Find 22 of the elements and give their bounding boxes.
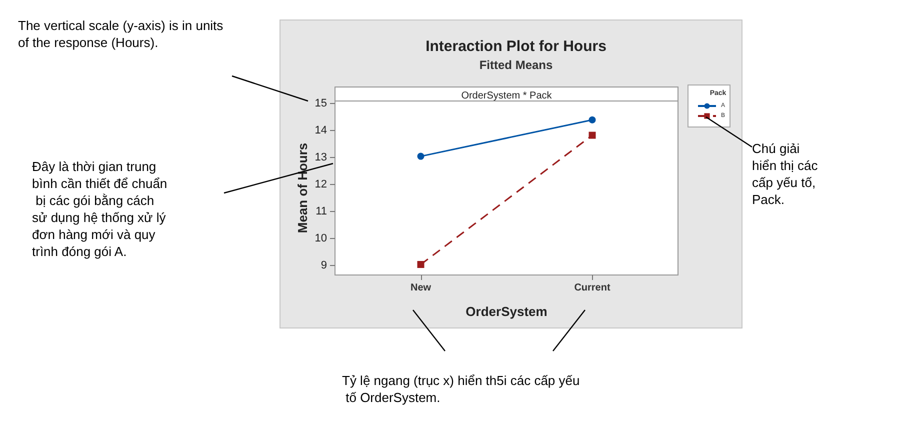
point (588, 116, 596, 124)
point (417, 260, 424, 268)
y-tick-label: 11 (316, 206, 327, 218)
y-tick-label: 13 (314, 152, 327, 164)
text: The vertical scale (y-axis) is in units of the response (Hours). (18, 18, 227, 50)
chart-title: Interaction Plot for Hours (426, 38, 606, 55)
x-tick-label: New (410, 282, 432, 294)
text: Đây là thời gian trung bình cần thiết để chuẩn bị các gói bằng cách sử dụng hệ thống xử lý đơn hàng mới và quy trình đóng gói A. (32, 159, 170, 259)
y-axis-title: Mean of Hours (295, 142, 310, 234)
point (417, 152, 424, 160)
y-tick-label: 14 (314, 124, 327, 137)
chart-subtitle: Fitted Means (479, 58, 553, 72)
annotation: OrderSystem * Pack (461, 90, 553, 102)
y-tick-label: 10 (314, 232, 327, 245)
y-tick-label: 9 (320, 260, 327, 272)
text: Chú giải hiển thị các cấp yếu tố, Pack. (752, 141, 822, 207)
x-tick-label: Current (574, 282, 611, 294)
y-tick-label: 15 (314, 98, 327, 110)
y-tick-label: 12 (314, 178, 327, 191)
point (588, 132, 596, 139)
x-axis-title: OrderSystem (466, 304, 548, 319)
text: Tỷ lệ ngang (trục x) hiển th5i các cấp yếu tố OrderSystem. (342, 373, 580, 405)
